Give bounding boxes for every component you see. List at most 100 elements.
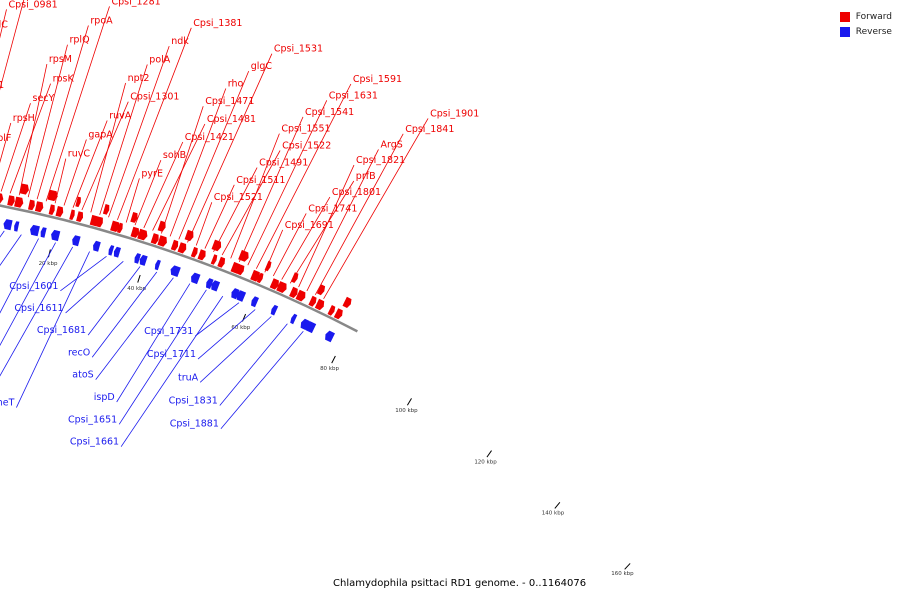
gene-arrow (251, 296, 259, 308)
gene-label: Cpsi_1591 (353, 74, 402, 85)
gene-arrow (0, 193, 4, 204)
gene-leader (60, 255, 107, 292)
gene-label: Cpsi_1731 (144, 326, 193, 337)
gene-label: ispD (94, 392, 115, 403)
gene-label: Cpsi_1551 (281, 124, 330, 135)
gene-leader (134, 159, 162, 226)
tick-label: 140 kbp (542, 511, 565, 517)
gene-leader (220, 330, 304, 429)
tick-label: 80 kbp (320, 366, 339, 372)
gene-leader (27, 44, 68, 198)
gene-arrow (76, 211, 83, 222)
gene-arrow (150, 233, 159, 245)
legend-forward: Forward (839, 9, 892, 24)
gene-leader (0, 242, 56, 347)
gene-label: npt2 (128, 73, 150, 84)
gene-arrow (130, 212, 138, 223)
gene-leader (125, 178, 140, 223)
gene-label: Cpsi_1471 (205, 96, 254, 107)
gene-label: pheT (0, 398, 15, 409)
gene-arrow (316, 284, 326, 296)
gene-label: Cpsi_1661 (70, 437, 119, 448)
tick-label: 120 kbp (474, 460, 497, 466)
gene-label: rpsH (13, 113, 35, 124)
gene-arrow (48, 204, 55, 215)
tick-mark (331, 355, 336, 364)
gene-label: rho (228, 79, 244, 90)
gene-leader (213, 167, 258, 252)
gene-arrow (157, 235, 167, 247)
gene-leader (219, 323, 288, 406)
gene-leader (0, 103, 31, 192)
gene-leader (16, 251, 90, 408)
gene-arrow (47, 189, 58, 202)
gene-label: Cpsi_1531 (274, 44, 323, 55)
gene-arrow (276, 281, 287, 293)
gene-leader (152, 123, 206, 231)
gene-arrow (93, 240, 101, 252)
gene-arrow (96, 216, 103, 228)
gene-arrow (250, 269, 260, 282)
gene-label: recO (68, 347, 90, 358)
tick-label: 40 kbp (127, 286, 146, 292)
gene-label: Cpsi_1611 (14, 303, 63, 314)
gene-arrow (139, 254, 148, 266)
gene-leader (178, 70, 250, 240)
gene-arrow (305, 321, 317, 334)
gene-label: sohB (163, 150, 186, 161)
gene-arrow (191, 272, 201, 285)
gene-leader (221, 150, 281, 256)
gene-arrow (314, 298, 325, 311)
gene-arrow (154, 259, 161, 271)
genome-backbone (0, 204, 358, 333)
gene-label: prfB (356, 171, 376, 182)
gene-arrow (256, 272, 264, 284)
gene-label: Cpsi_0981 (9, 0, 58, 10)
gene-arrow (177, 242, 187, 254)
gene-label: ndk (171, 36, 189, 47)
gene-label: atoS (72, 370, 93, 381)
gene-label: polA (149, 55, 170, 66)
gene-label: rpsM (49, 54, 72, 65)
gene-label: rpoA (90, 16, 113, 27)
label-layer: Cpsi_0441Cpsi_0411Cpsi_0401Cpsi_0391Cpsi… (0, 0, 479, 448)
gene-leader (65, 261, 124, 314)
gene-label: ruvA (109, 111, 132, 122)
gene-label: glgC (251, 61, 273, 72)
gene-arrow (270, 304, 279, 316)
gene-label: Cpsi_1541 (305, 107, 354, 118)
gene-label: rpsK (53, 74, 75, 85)
gene-leader (187, 53, 273, 243)
gene-arrow (137, 228, 148, 241)
gene-leader (272, 213, 307, 277)
gene-leader (161, 106, 204, 234)
gene-arrow (197, 249, 206, 261)
gene-arrow (333, 308, 343, 320)
gene-label: Cpsi_1301 (130, 92, 179, 103)
gene-leader (169, 88, 227, 237)
gene-leader (0, 238, 39, 314)
tick-label: 20 kbp (39, 261, 58, 267)
gene-leader (204, 184, 235, 249)
tick-mark (406, 398, 412, 406)
gene-arrow (289, 286, 298, 298)
gene-arrow (30, 224, 40, 237)
gene-leader (238, 116, 304, 262)
gene-label: Cpsi_1491 (259, 158, 308, 169)
gene-leader (90, 82, 126, 213)
gene-label: Cpsi_1281 (112, 0, 161, 7)
gene-arrow (28, 199, 35, 211)
gene-label: rplQ (70, 35, 90, 46)
gene-arrow (40, 227, 47, 238)
gene-arrow (75, 196, 81, 208)
gene-arrow (230, 261, 241, 274)
gene-label: Cpsi_1881 (170, 419, 219, 430)
gene-leader (0, 234, 22, 266)
legend-forward-label: Forward (855, 11, 892, 22)
gene-leader (117, 27, 192, 221)
gene-arrow (3, 219, 13, 231)
gene-label: Cpsi_1521 (214, 192, 263, 203)
gene-arrow (206, 278, 214, 289)
gene-label: Cpsi_1821 (356, 155, 405, 166)
feature-layer (0, 183, 352, 343)
